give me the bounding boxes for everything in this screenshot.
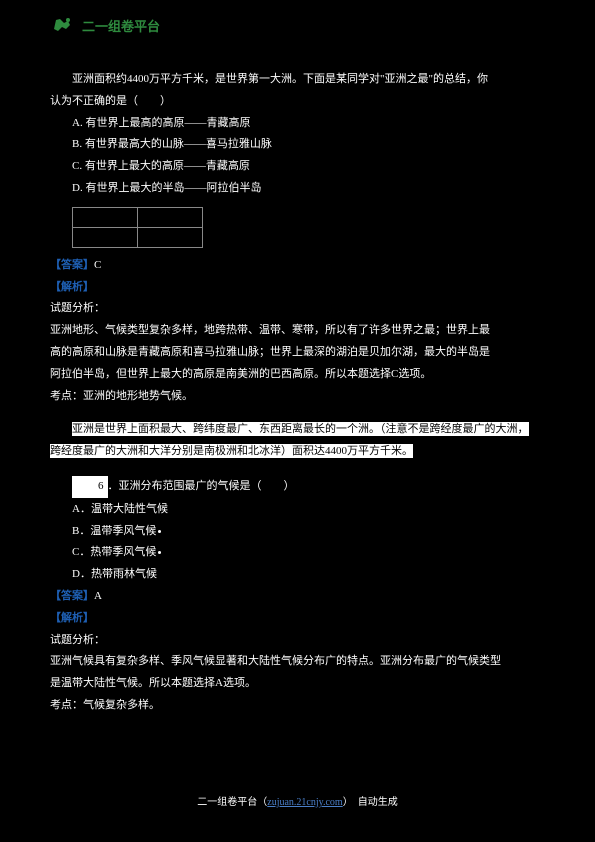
q6-analysis-l3: 是温带大陆性气候。所以本题选择A选项。 xyxy=(50,674,545,694)
q5-analysis: 【解析】 xyxy=(50,278,545,298)
q5-stem-line2: 认为不正确的是（ ） xyxy=(50,92,545,112)
q5-option-a: A. 有世界上最高的高原——青藏高原 xyxy=(50,114,545,134)
q5-analysis-l3: 高的高原和山脉是青藏高原和喜马拉雅山脉；世界上最深的湖泊是贝加尔湖，最大的半岛是 xyxy=(50,343,545,363)
q6-stem-text: ．亚洲分布范围最广的气候是（ ） xyxy=(108,480,295,492)
analysis-label: 【解析】 xyxy=(50,612,94,624)
q6-stem: 6．亚洲分布范围最广的气候是（ ） xyxy=(50,476,545,498)
brand-logo: 二一组卷平台 xyxy=(50,15,160,38)
blank-table xyxy=(72,207,545,248)
q5-option-c: C. 有世界上最大的高原——青藏高原 xyxy=(50,157,545,177)
q5-analysis-l2: 亚洲地形、气候类型复杂多样，地跨热带、温带、寒带，所以有了许多世界之最；世界上最 xyxy=(50,321,545,341)
q5-analysis-l1: 试题分析： xyxy=(50,299,545,319)
question-number: 6 xyxy=(72,476,108,498)
dot-icon xyxy=(158,530,161,533)
brand-name: 二一组卷平台 xyxy=(82,15,160,38)
q5-highlight-l1: 亚洲是世界上面积最大、跨纬度最广、东西距离最长的一个洲。（注意不是跨经度最广的大… xyxy=(50,420,545,440)
q6-answer: 【答案】A xyxy=(50,587,545,607)
q5-analysis-l4: 阿拉伯半岛，但世界上最大的高原是南美洲的巴西高原。所以本题选择C选项。 xyxy=(50,365,545,385)
q5-option-b: B. 有世界最高大的山脉——喜马拉雅山脉 xyxy=(50,135,545,155)
answer-label: 【答案】 xyxy=(50,259,94,271)
q6-analysis-l1: 试题分析： xyxy=(50,631,545,651)
q5-highlight-l2: 跨经度最广的大洲和大洋分别是南极洲和北冰洋）面积达4400万平方千米。 xyxy=(50,442,545,462)
page-footer: 二一组卷平台（zujuan.21cnjy.com） 自动生成 xyxy=(0,794,595,812)
q6-option-a: A．温带大陆性气候 xyxy=(50,500,545,520)
q5-answer: 【答案】C xyxy=(50,256,545,276)
q6-option-d: D．热带雨林气候 xyxy=(50,565,545,585)
footer-link[interactable]: zujuan.21cnjy.com xyxy=(267,797,342,808)
q6-analysis: 【解析】 xyxy=(50,609,545,629)
q6-analysis-l2: 亚洲气候具有复杂多样、季风气候显著和大陆性气候分布广的特点。亚洲分布最广的气候类… xyxy=(50,652,545,672)
document-content: 亚洲面积约4400万平方千米，是世界第一大洲。下面是某同学对"亚洲之最"的总结，… xyxy=(50,70,545,716)
q5-option-d: D. 有世界上最大的半岛——阿拉伯半岛 xyxy=(50,179,545,199)
analysis-label: 【解析】 xyxy=(50,281,94,293)
q6-option-c: C．热带季风气候 xyxy=(50,543,545,563)
q6-option-b: B．温带季风气候 xyxy=(50,522,545,542)
answer-label: 【答案】 xyxy=(50,590,94,602)
footer-suffix: ） 自动生成 xyxy=(343,797,398,808)
q5-stem-line1: 亚洲面积约4400万平方千米，是世界第一大洲。下面是某同学对"亚洲之最"的总结，… xyxy=(50,70,545,90)
q5-answer-text: C xyxy=(94,259,101,271)
runner-icon xyxy=(50,17,78,37)
q5-analysis-l5: 考点：亚洲的地形地势气候。 xyxy=(50,387,545,407)
q6-answer-text: A xyxy=(94,590,102,602)
q6-analysis-l4: 考点：气候复杂多样。 xyxy=(50,696,545,716)
footer-prefix: 二一组卷平台（ xyxy=(197,797,267,808)
dot-icon xyxy=(158,551,161,554)
